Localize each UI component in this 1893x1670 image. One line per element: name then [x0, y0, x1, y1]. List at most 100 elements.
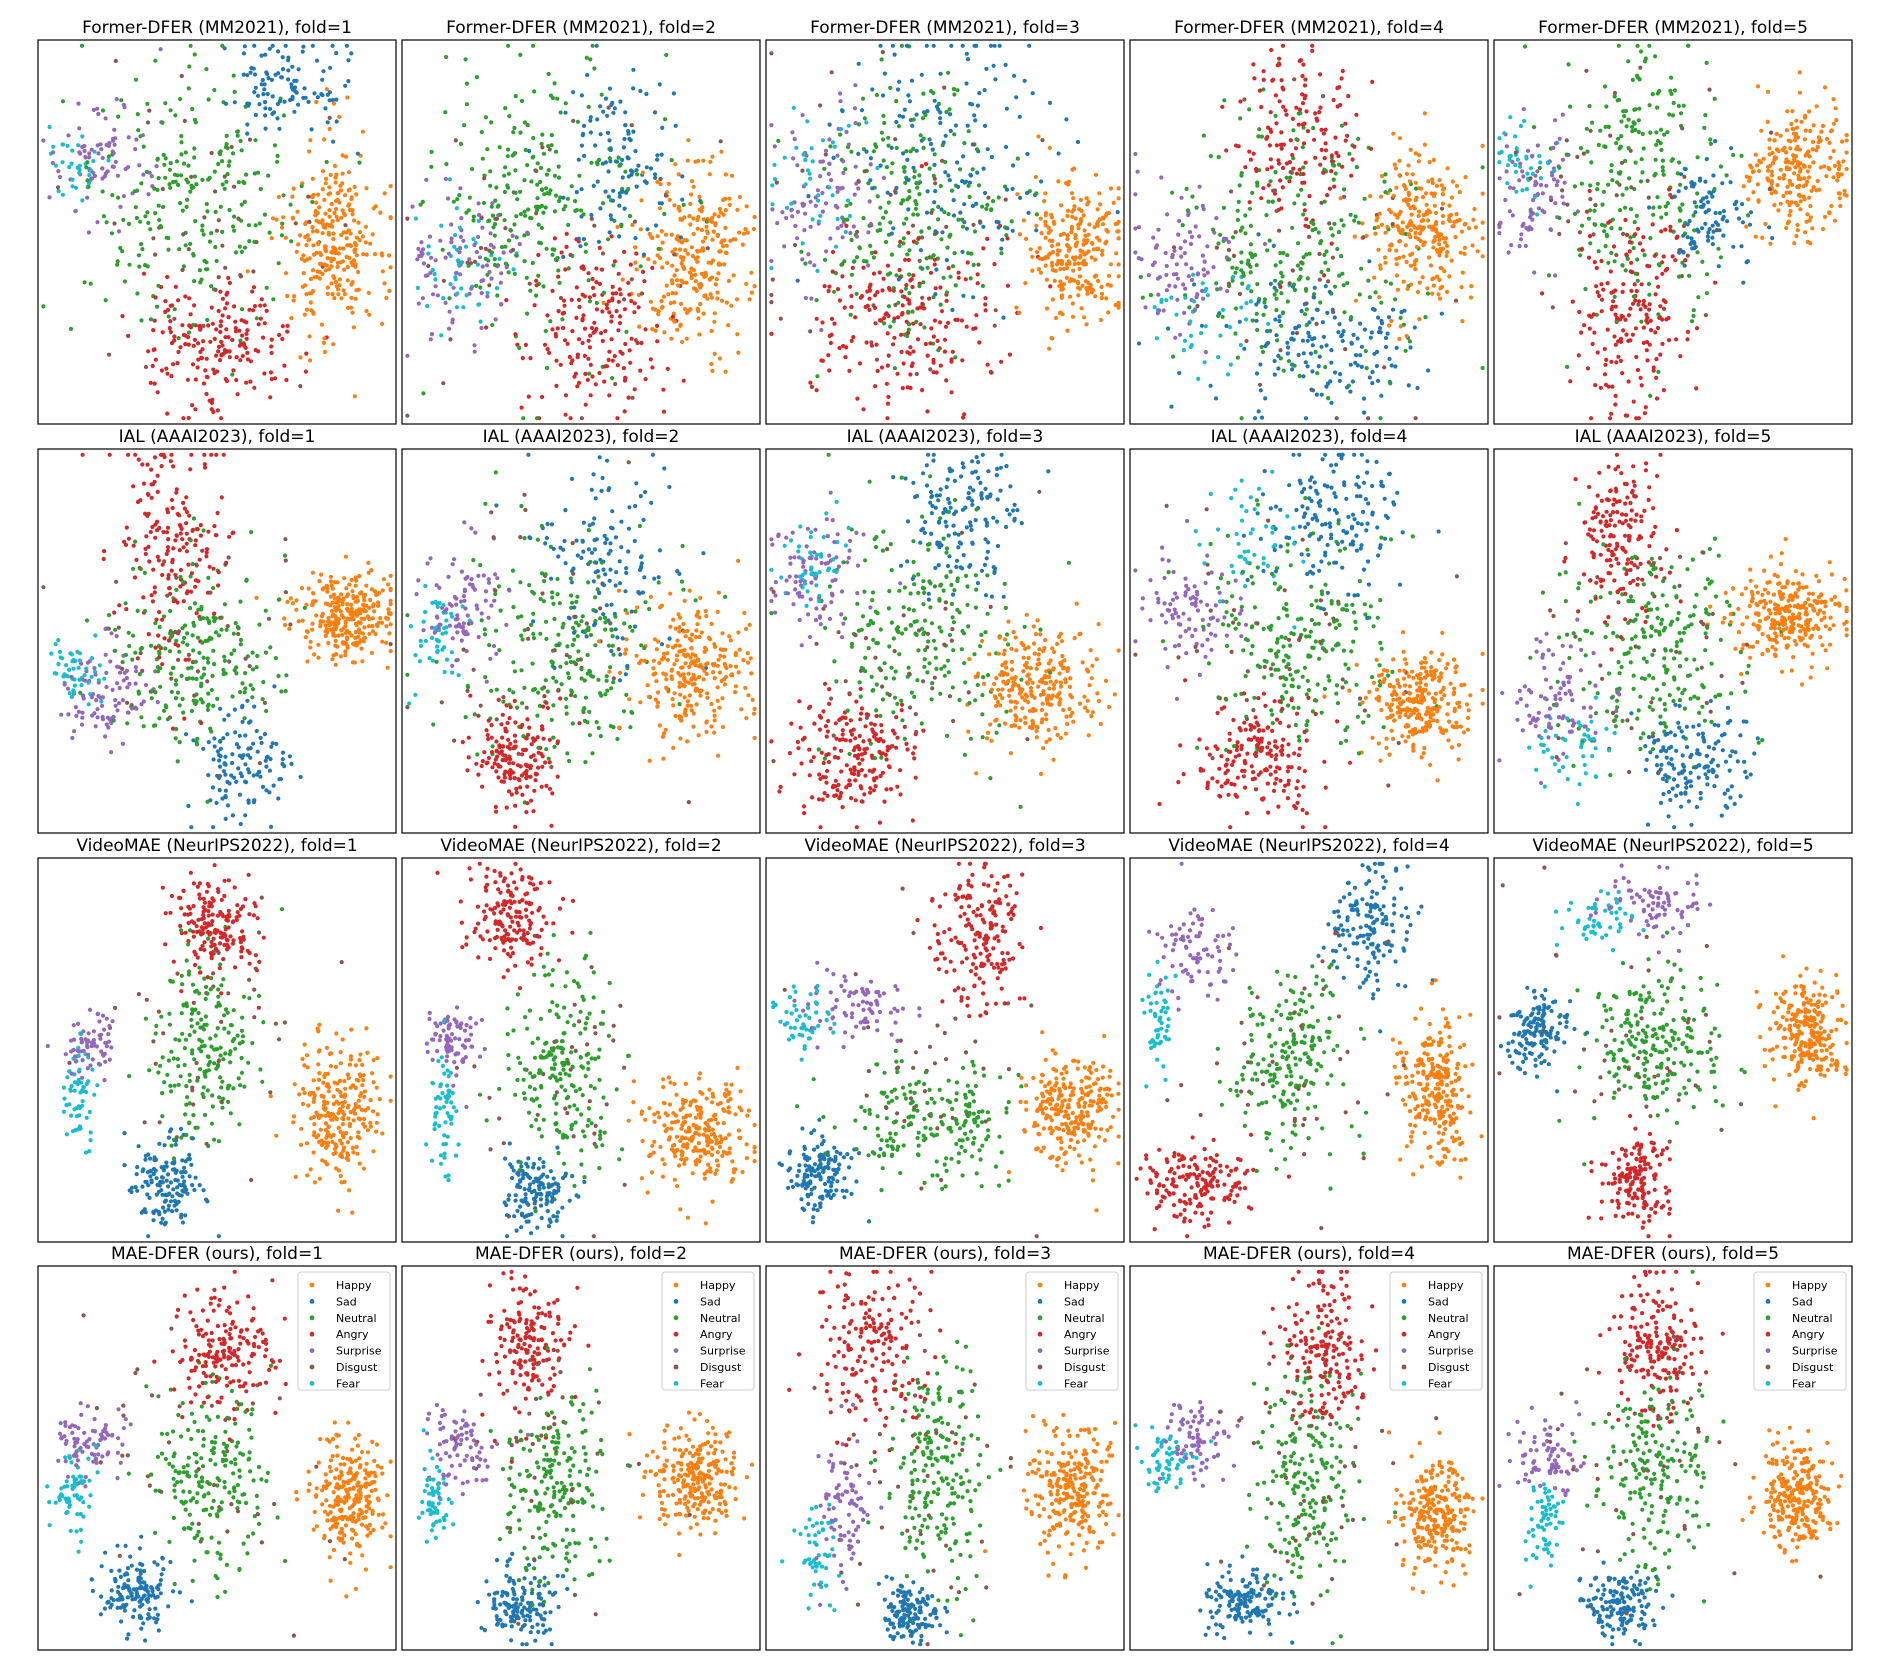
point-surprise	[1175, 297, 1180, 302]
point-neutral	[534, 416, 540, 421]
point-sad	[652, 172, 658, 177]
point-angry	[607, 349, 612, 354]
point-neutral	[618, 163, 623, 168]
point-disgust	[1343, 347, 1348, 352]
point-sad	[1012, 73, 1017, 78]
point-sad	[1004, 106, 1010, 111]
point-sad	[1263, 304, 1268, 309]
point-angry	[1634, 289, 1639, 294]
point-happy	[352, 184, 357, 190]
point-sad	[591, 183, 596, 188]
point-angry	[1280, 185, 1285, 190]
point-fear	[475, 262, 480, 267]
point-fear	[1244, 301, 1249, 306]
point-happy	[302, 312, 307, 317]
point-neutral	[1304, 252, 1309, 257]
point-disgust	[800, 168, 805, 173]
point-angry	[577, 304, 582, 310]
point-surprise	[472, 243, 477, 248]
point-angry	[1329, 169, 1334, 174]
point-disgust	[917, 258, 922, 263]
point-neutral	[547, 191, 552, 196]
point-angry	[590, 374, 595, 379]
point-angry	[650, 265, 655, 270]
point-disgust	[216, 218, 221, 223]
point-happy	[1816, 135, 1821, 140]
point-happy	[1097, 217, 1103, 222]
point-angry	[579, 265, 584, 270]
point-happy	[1375, 215, 1380, 220]
point-happy	[1451, 224, 1456, 229]
point-surprise	[82, 148, 87, 154]
point-happy	[1796, 173, 1801, 178]
point-neutral	[160, 120, 165, 125]
point-surprise	[419, 240, 424, 245]
point-neutral	[192, 117, 198, 123]
point-neutral	[207, 239, 212, 244]
point-fear	[1188, 333, 1194, 338]
point-neutral	[1349, 315, 1354, 320]
point-neutral	[1695, 155, 1700, 160]
point-angry	[190, 403, 195, 408]
point-sad	[561, 195, 566, 200]
point-sad	[579, 187, 584, 192]
point-fear	[485, 290, 490, 295]
point-sad	[638, 88, 643, 94]
point-angry	[513, 332, 518, 337]
point-surprise	[820, 190, 825, 196]
point-neutral	[86, 184, 91, 189]
point-angry	[1269, 47, 1274, 53]
point-neutral	[921, 136, 926, 141]
point-surprise	[802, 228, 807, 233]
point-angry	[526, 394, 531, 399]
point-disgust	[238, 273, 243, 278]
point-sad	[889, 145, 894, 150]
point-happy	[1058, 310, 1063, 315]
point-neutral	[1280, 311, 1285, 316]
point-angry	[1605, 281, 1610, 286]
point-disgust	[448, 337, 453, 342]
point-sad	[1770, 236, 1775, 241]
point-sad	[267, 46, 272, 51]
point-surprise	[856, 186, 861, 191]
point-neutral	[1609, 226, 1614, 231]
point-disgust	[976, 262, 981, 267]
point-neutral	[844, 203, 849, 208]
point-neutral	[1612, 294, 1617, 299]
point-neutral	[1604, 234, 1610, 239]
point-sad	[974, 43, 979, 48]
point-disgust	[478, 245, 484, 251]
point-sad	[981, 166, 986, 171]
point-neutral	[146, 220, 151, 225]
point-happy	[1408, 252, 1413, 258]
point-happy	[306, 238, 311, 243]
point-sad	[1333, 370, 1338, 375]
point-happy	[1769, 191, 1774, 196]
point-neutral	[882, 321, 887, 326]
point-neutral	[1322, 199, 1327, 204]
point-neutral	[179, 134, 184, 139]
point-happy	[341, 288, 346, 293]
point-angry	[1298, 58, 1303, 63]
point-happy	[1802, 176, 1807, 181]
point-neutral	[936, 217, 941, 222]
point-neutral	[1341, 283, 1346, 288]
point-happy	[311, 310, 316, 315]
point-angry	[1331, 97, 1336, 103]
point-angry	[587, 345, 593, 350]
point-happy	[1441, 236, 1446, 241]
point-angry	[1694, 386, 1699, 391]
point-angry	[1644, 348, 1649, 353]
point-neutral	[1259, 134, 1264, 139]
point-disgust	[1321, 94, 1326, 99]
point-neutral	[1339, 123, 1344, 128]
point-sad	[660, 125, 665, 130]
point-sad	[1256, 409, 1261, 414]
point-happy	[1427, 160, 1432, 165]
point-sad	[1017, 114, 1022, 119]
point-happy	[1430, 277, 1435, 282]
point-angry	[820, 358, 826, 363]
point-happy	[718, 249, 723, 254]
point-fear	[1152, 305, 1157, 310]
point-neutral	[1653, 54, 1658, 59]
